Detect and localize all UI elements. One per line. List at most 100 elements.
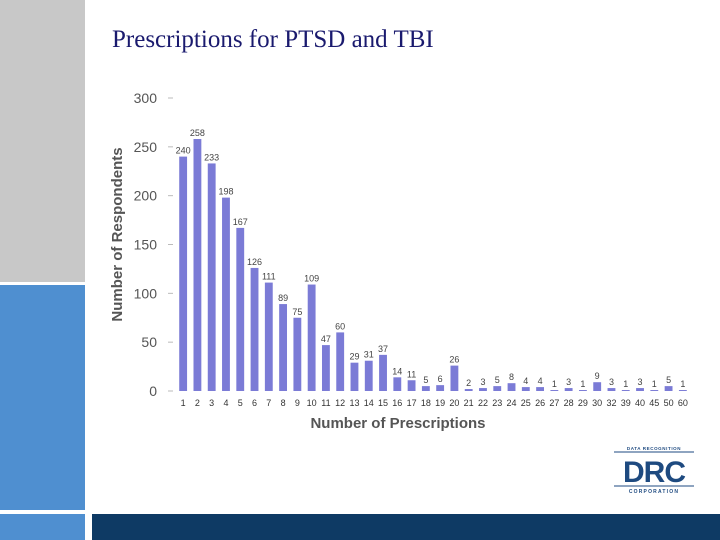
bar (293, 317, 302, 391)
x-tick-label: 30 (592, 398, 602, 408)
data-label: 167 (233, 217, 248, 227)
x-tick-label: 2 (195, 398, 200, 408)
data-label: 89 (278, 293, 288, 303)
x-tick-label: 60 (678, 398, 688, 408)
logo-top-text: DATA RECOGNITION (627, 446, 681, 451)
x-tick-label: 7 (266, 398, 271, 408)
data-label: 233 (204, 152, 219, 162)
bar (407, 380, 416, 391)
footer-left-block (0, 514, 85, 540)
bar (436, 385, 445, 391)
bar (479, 388, 487, 391)
bar (222, 197, 230, 391)
x-tick-label: 16 (392, 398, 402, 408)
data-label: 3 (638, 377, 643, 387)
x-tick-label: 19 (435, 398, 445, 408)
data-label: 60 (335, 321, 345, 331)
bar (678, 390, 687, 391)
x-tick-label: 39 (621, 398, 631, 408)
bar (336, 332, 345, 391)
bar (393, 377, 402, 391)
data-label: 1 (652, 379, 657, 389)
data-label: 1 (580, 379, 585, 389)
data-label: 75 (292, 307, 302, 317)
y-tick-label: 150 (134, 237, 158, 253)
bar (464, 389, 473, 391)
data-label: 6 (438, 374, 443, 384)
y-tick-label: 300 (134, 90, 158, 106)
bar (536, 387, 545, 391)
x-tick-label: 50 (664, 398, 674, 408)
bar (236, 227, 245, 391)
drc-logo: DATA RECOGNITION DRC CORPORATION (612, 446, 696, 496)
y-tick-label: 50 (141, 334, 157, 350)
bar (379, 354, 387, 391)
x-tick-label: 14 (364, 398, 374, 408)
data-label: 4 (523, 376, 528, 386)
y-tick-label: 0 (149, 383, 157, 399)
x-tick-label: 22 (478, 398, 488, 408)
x-tick-label: 10 (307, 398, 317, 408)
bar (279, 304, 288, 391)
x-tick-label: 28 (564, 398, 574, 408)
bar (636, 388, 644, 391)
x-tick-label: 24 (507, 398, 517, 408)
x-tick-label: 6 (252, 398, 257, 408)
footer-bar (92, 514, 720, 540)
logo-main-text: DRC (623, 456, 685, 489)
y-tick-label: 100 (134, 285, 158, 301)
left-blue-panel (0, 285, 85, 510)
data-label: 5 (495, 375, 500, 385)
bar (593, 382, 602, 391)
bar (193, 139, 202, 391)
bar (521, 387, 530, 391)
y-tick-label: 250 (134, 139, 158, 155)
x-tick-label: 40 (635, 398, 645, 408)
bar (421, 386, 430, 391)
y-tick-label: 200 (134, 188, 158, 204)
bar (179, 156, 188, 391)
bar (364, 360, 373, 391)
x-tick-label: 3 (209, 398, 214, 408)
data-label: 4 (538, 376, 543, 386)
data-label: 3 (609, 377, 614, 387)
x-tick-label: 12 (335, 398, 345, 408)
data-label: 1 (552, 379, 557, 389)
bar (621, 390, 630, 391)
x-axis-label: Number of Prescriptions (310, 415, 485, 432)
bar (307, 284, 316, 391)
bar (264, 282, 273, 391)
x-tick-label: 13 (349, 398, 359, 408)
data-label: 240 (176, 146, 191, 156)
bar (550, 390, 559, 391)
x-tick-label: 27 (549, 398, 559, 408)
data-label: 198 (218, 187, 233, 197)
y-axis-label: Number of Respondents (109, 147, 126, 321)
bar (207, 163, 216, 391)
data-label: 109 (304, 274, 319, 284)
data-label: 37 (378, 344, 388, 354)
x-tick-label: 1 (181, 398, 186, 408)
x-tick-label: 17 (407, 398, 417, 408)
data-label: 3 (566, 377, 571, 387)
x-tick-label: 26 (535, 398, 545, 408)
data-label: 258 (190, 128, 205, 138)
bar (450, 365, 459, 391)
bar (664, 386, 673, 391)
data-label: 8 (509, 372, 514, 382)
data-label: 1 (623, 379, 628, 389)
data-label: 126 (247, 257, 262, 267)
data-label: 29 (349, 352, 359, 362)
bar (507, 383, 516, 391)
data-label: 1 (680, 379, 685, 389)
data-label: 9 (595, 371, 600, 381)
data-label: 2 (466, 378, 471, 388)
bar (650, 390, 659, 391)
bar (350, 362, 359, 391)
x-tick-label: 25 (521, 398, 531, 408)
x-tick-label: 9 (295, 398, 300, 408)
x-tick-label: 5 (238, 398, 243, 408)
data-label: 14 (392, 366, 402, 376)
x-tick-label: 20 (449, 398, 459, 408)
